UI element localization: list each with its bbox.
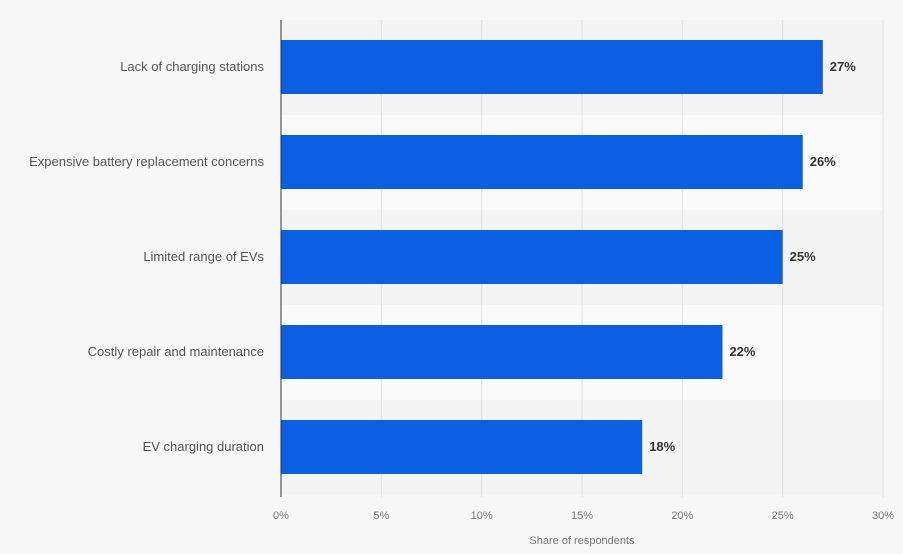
category-label: Costly repair and maintenance: [88, 344, 264, 359]
category-label: Limited range of EVs: [143, 249, 264, 264]
bar: [281, 230, 783, 284]
x-axis-title: Share of respondents: [529, 535, 635, 547]
bar: [281, 40, 823, 94]
category-label: Expensive battery replacement concerns: [29, 154, 264, 169]
data-label: 25%: [790, 249, 816, 264]
x-tick-labels: 0% 5% 10% 15% 20% 25% 30%: [273, 510, 894, 522]
data-label: 26%: [810, 154, 836, 169]
x-tick-label: 30%: [872, 510, 894, 522]
category-label: EV charging duration: [143, 439, 264, 454]
x-tick-label: 10%: [471, 510, 493, 522]
x-tick-label: 20%: [671, 510, 693, 522]
category-label: Lack of charging stations: [120, 59, 264, 74]
bar: [281, 325, 723, 379]
x-tick-label: 25%: [772, 510, 794, 522]
bar: [281, 135, 803, 189]
x-tick-label: 5%: [373, 510, 389, 522]
x-tick-label: 15%: [571, 510, 593, 522]
bar: [281, 420, 643, 474]
data-label: 22%: [729, 344, 755, 359]
data-labels: 27% 26% 25% 22% 18%: [649, 59, 856, 454]
data-label: 27%: [830, 59, 856, 74]
x-tick-label: 0%: [273, 510, 289, 522]
bars: [281, 40, 823, 474]
category-labels: Lack of charging stations Expensive batte…: [29, 59, 264, 454]
data-label: 18%: [649, 439, 675, 454]
